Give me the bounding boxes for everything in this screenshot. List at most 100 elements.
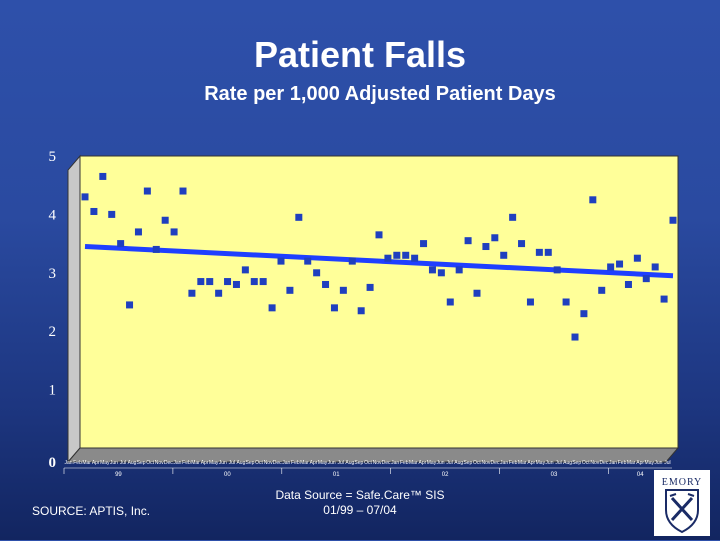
x-tick-label: Jun <box>654 460 662 466</box>
data-point <box>482 243 490 251</box>
y-tick-label: 2 <box>49 324 57 340</box>
data-point <box>402 251 410 259</box>
x-tick-label: Sep <box>354 460 363 466</box>
x-tick-label: Jul <box>664 460 670 466</box>
x-tick-label: Sep <box>463 460 472 466</box>
data-point <box>669 216 677 224</box>
data-source-note: Data Source = Safe.Care™ SIS 01/99 – 07/… <box>240 488 480 518</box>
data-point <box>250 278 258 286</box>
data-point <box>179 187 187 195</box>
data-point <box>544 248 552 256</box>
data-point <box>500 251 508 259</box>
y-tick-label: 1 <box>49 383 57 399</box>
x-tick-label: Feb <box>400 460 409 466</box>
data-point <box>393 251 401 259</box>
x-tick-label: Nov <box>264 460 273 466</box>
x-tick-label: Oct <box>146 460 154 466</box>
x-tick-label: Jul <box>446 460 452 466</box>
data-point <box>509 213 517 221</box>
x-tick-label: Feb <box>509 460 518 466</box>
x-tick-label: Sep <box>137 460 146 466</box>
data-point <box>152 245 160 253</box>
data-point <box>589 196 597 204</box>
data-point <box>108 210 116 218</box>
data-point <box>232 280 240 288</box>
x-tick-label: Apr <box>92 460 100 466</box>
x-tick-label: Jan <box>609 460 617 466</box>
x-tick-label: Feb <box>291 460 300 466</box>
data-point <box>598 286 606 294</box>
x-year-label: 02 <box>442 472 449 478</box>
data-point <box>446 298 454 306</box>
x-tick-label: Apr <box>527 460 535 466</box>
x-tick-label: Dec <box>164 460 173 466</box>
x-tick-label: Sep <box>246 460 255 466</box>
x-year-label: 04 <box>637 472 644 478</box>
x-tick-label: Apr <box>419 460 427 466</box>
x-tick-label: Mar <box>300 460 309 466</box>
x-tick-label: Jun <box>219 460 227 466</box>
y-tick-label: 4 <box>49 207 57 223</box>
x-year-label: 01 <box>333 472 340 478</box>
data-point <box>357 307 365 315</box>
data-point <box>170 228 178 236</box>
data-point <box>375 231 383 239</box>
x-tick-label: May <box>100 460 110 466</box>
x-tick-label: May <box>427 460 437 466</box>
x-tick-label: May <box>318 460 328 466</box>
x-tick-label: Mar <box>627 460 636 466</box>
x-tick-label: Aug <box>236 460 245 466</box>
points-layer <box>81 172 677 341</box>
emory-logo: EMORY <box>654 470 710 536</box>
logo-text: EMORY <box>661 477 703 488</box>
data-point <box>616 260 624 268</box>
chart-side-wall <box>67 154 81 464</box>
data-point <box>633 254 641 262</box>
x-tick-label: May <box>645 460 655 466</box>
x-tick-label: Nov <box>590 460 599 466</box>
x-tick-label: Jul <box>229 460 235 466</box>
y-tick-label: 0 <box>49 455 57 471</box>
x-axis: Jan Feb Mar Apr May Jun Jul Aug Sep Oct Nov Dec Jan F… <box>63 460 672 478</box>
data-point <box>215 289 223 297</box>
x-tick-label: Feb <box>73 460 82 466</box>
data-point <box>411 254 419 262</box>
x-tick-label: May <box>536 460 546 466</box>
data-point <box>651 263 659 271</box>
x-tick-label: Aug <box>563 460 572 466</box>
data-point <box>322 280 330 288</box>
data-point <box>464 237 472 245</box>
data-point <box>624 280 632 288</box>
x-tick-label: Oct <box>364 460 372 466</box>
x-tick-label: Dec <box>273 460 282 466</box>
trend-line <box>84 244 674 279</box>
data-point <box>134 228 142 236</box>
data-point <box>580 310 588 318</box>
data-point <box>526 298 534 306</box>
y-axis: 0 1 2 3 4 5 <box>49 149 57 471</box>
data-point <box>241 266 249 274</box>
data-point <box>366 283 374 291</box>
data-point <box>455 266 463 274</box>
source-note: SOURCE: APTIS, Inc. <box>32 504 151 518</box>
data-point <box>286 286 294 294</box>
data-point <box>188 289 196 297</box>
x-tick-label: Jun <box>545 460 553 466</box>
x-tick-label: Jan <box>500 460 508 466</box>
x-tick-label: Jul <box>338 460 344 466</box>
x-tick-label: Apr <box>636 460 644 466</box>
chart-plot-area <box>79 155 679 449</box>
x-tick-label: Mar <box>82 460 91 466</box>
x-tick-label: Apr <box>201 460 209 466</box>
data-point <box>607 263 615 271</box>
x-tick-label: Jun <box>110 460 118 466</box>
data-source-line: Data Source = Safe.Care™ SIS <box>275 488 445 502</box>
x-tick-label: Dec <box>491 460 500 466</box>
x-tick-label: Jul <box>120 460 126 466</box>
data-point <box>348 257 356 265</box>
data-range-line: 01/99 – 07/04 <box>323 503 397 517</box>
x-tick-label: Oct <box>582 460 590 466</box>
x-tick-label: Aug <box>454 460 463 466</box>
x-tick-label: Jun <box>328 460 336 466</box>
x-tick-label: Feb <box>618 460 627 466</box>
